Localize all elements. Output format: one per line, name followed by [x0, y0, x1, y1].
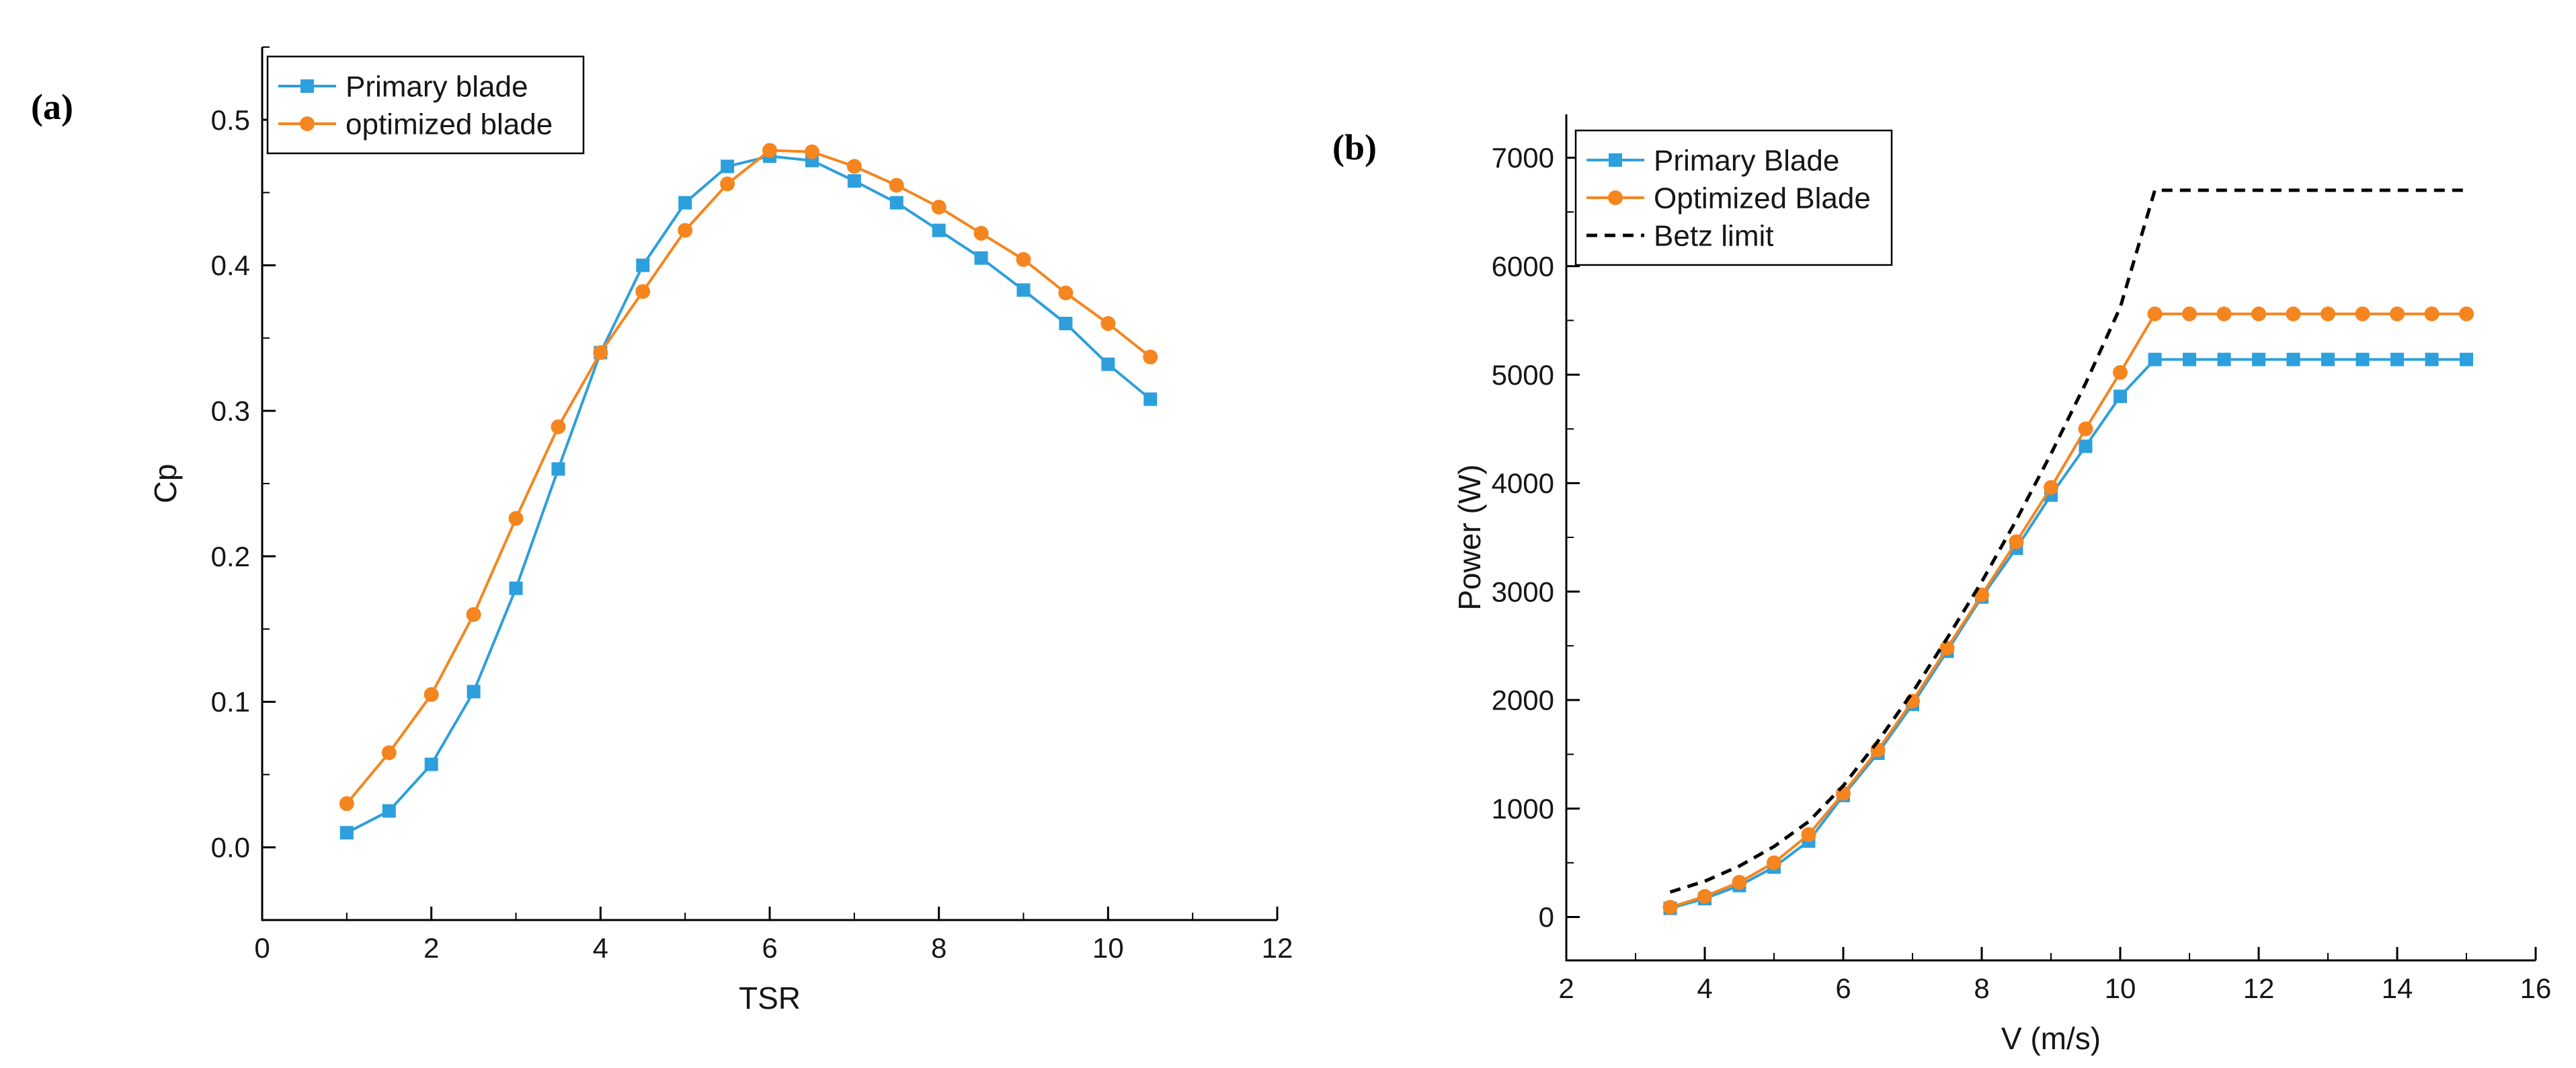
svg-text:0.4: 0.4 [211, 250, 250, 281]
svg-text:4: 4 [1697, 972, 1712, 1004]
svg-text:2: 2 [1558, 972, 1574, 1004]
svg-text:Betz limit: Betz limit [1654, 219, 1773, 252]
svg-text:0.5: 0.5 [211, 104, 250, 136]
svg-text:0.1: 0.1 [211, 686, 250, 718]
chart-a: 0 2 4 6 8 10 12 0.0 0.1 0.2 0.3 0.4 0.5 TSR Cp Primary … [148, 46, 1293, 1016]
svg-text:6000: 6000 [1492, 250, 1554, 282]
svg-text:0.2: 0.2 [211, 541, 250, 572]
svg-text:Cp: Cp [148, 464, 183, 504]
svg-text:4: 4 [593, 932, 608, 964]
svg-text:Primary Blade: Primary Blade [1654, 144, 1839, 177]
svg-text:12: 12 [1262, 932, 1293, 964]
chart-b: 2 4 6 8 10 12 14 16 0 1000 2000 3000 4000 5000 6000 700… [1452, 114, 2552, 1056]
svg-text:0.3: 0.3 [211, 395, 250, 427]
svg-text:10: 10 [1092, 932, 1124, 964]
svg-text:0.0: 0.0 [211, 832, 250, 864]
svg-text:TSR: TSR [739, 981, 801, 1016]
svg-text:0: 0 [254, 932, 270, 964]
svg-text:10: 10 [2105, 972, 2136, 1004]
svg-text:V (m/s): V (m/s) [2001, 1021, 2101, 1056]
svg-text:12: 12 [2243, 972, 2275, 1004]
svg-text:Power (W): Power (W) [1452, 464, 1487, 610]
svg-text:2: 2 [424, 932, 439, 964]
panel-b-label: (b) [1332, 127, 1377, 167]
svg-text:6: 6 [762, 932, 777, 964]
svg-text:0: 0 [1539, 901, 1554, 933]
svg-text:8: 8 [931, 932, 947, 964]
svg-text:3000: 3000 [1492, 576, 1554, 607]
svg-text:Primary blade: Primary blade [346, 70, 528, 103]
svg-text:7000: 7000 [1492, 142, 1554, 174]
svg-text:optimized blade: optimized blade [346, 108, 553, 141]
svg-text:2000: 2000 [1492, 685, 1554, 716]
svg-text:4000: 4000 [1492, 467, 1554, 499]
svg-text:14: 14 [2382, 972, 2413, 1004]
svg-text:1000: 1000 [1492, 793, 1554, 825]
svg-text:8: 8 [1974, 972, 1989, 1004]
panel-a-label: (a) [31, 87, 73, 127]
svg-text:Optimized Blade: Optimized Blade [1654, 182, 1871, 215]
svg-text:16: 16 [2520, 972, 2552, 1004]
svg-text:6: 6 [1835, 972, 1851, 1004]
svg-text:5000: 5000 [1492, 359, 1554, 391]
